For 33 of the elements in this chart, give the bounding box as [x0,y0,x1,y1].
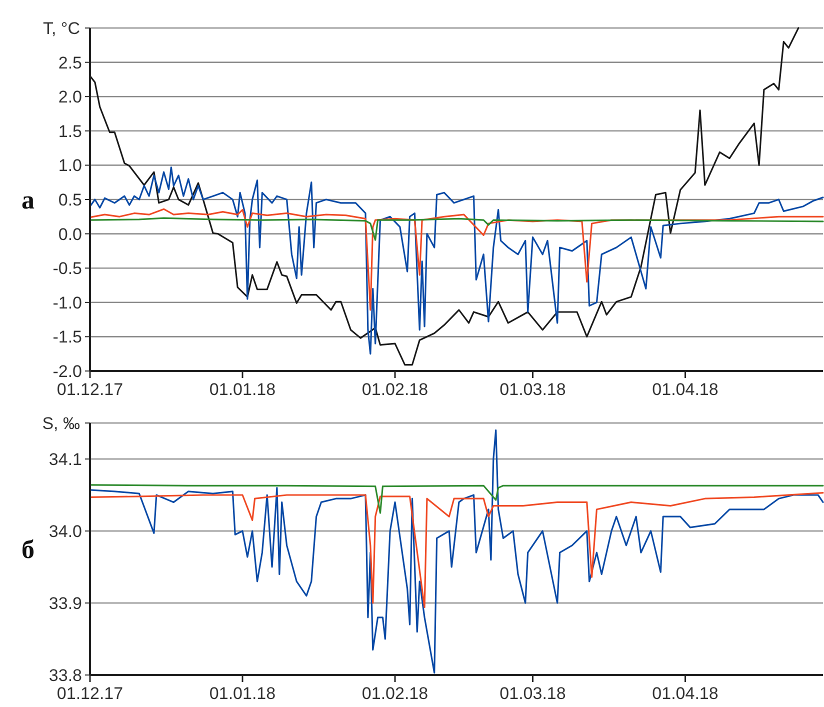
line-series [89,217,824,241]
y-tick-label: 2.5 [58,53,82,72]
x-tick-label: 01.01.18 [209,380,276,399]
y-tick-label: 0.5 [58,190,82,210]
x-tick-label: 01.02.18 [362,380,428,399]
y-axis-title: S, ‰ [42,414,80,433]
y-tick-label: 1.0 [58,156,82,176]
y-tick-label: -0.5 [52,259,82,278]
x-tick-label: 01.01.18 [209,684,276,703]
x-tick-label: 01.02.18 [362,684,428,703]
x-tick-label: 01.04.18 [652,380,718,399]
x-tick-label: 01.03.18 [500,380,566,399]
y-tick-label: 33.9 [48,594,82,613]
x-tick-label: 01.04.18 [652,684,718,703]
line-series [89,492,824,608]
x-tick-label: 01.03.18 [500,684,566,703]
text: б [22,535,34,564]
y-tick-label: 34.1 [48,450,82,469]
y-tick-label: 0.0 [58,224,82,244]
text: а [22,186,34,215]
y-tick-label: -1.5 [52,328,82,347]
y-tick-label: -2.0 [52,362,82,381]
line-series [89,166,824,355]
y-tick-label: 33.8 [48,666,82,685]
x-tick-label: 01.12.17 [56,684,124,703]
y-tick-label: -1.0 [52,293,82,312]
y-axis-title: T, °C [42,19,80,38]
y-tick-label: 2.0 [58,88,82,107]
y-tick-label: 34.0 [48,522,82,541]
x-tick-label: 01.12.17 [56,380,124,399]
line-series [89,484,824,514]
line-series [89,208,824,311]
y-tick-label: 1.5 [58,122,82,141]
